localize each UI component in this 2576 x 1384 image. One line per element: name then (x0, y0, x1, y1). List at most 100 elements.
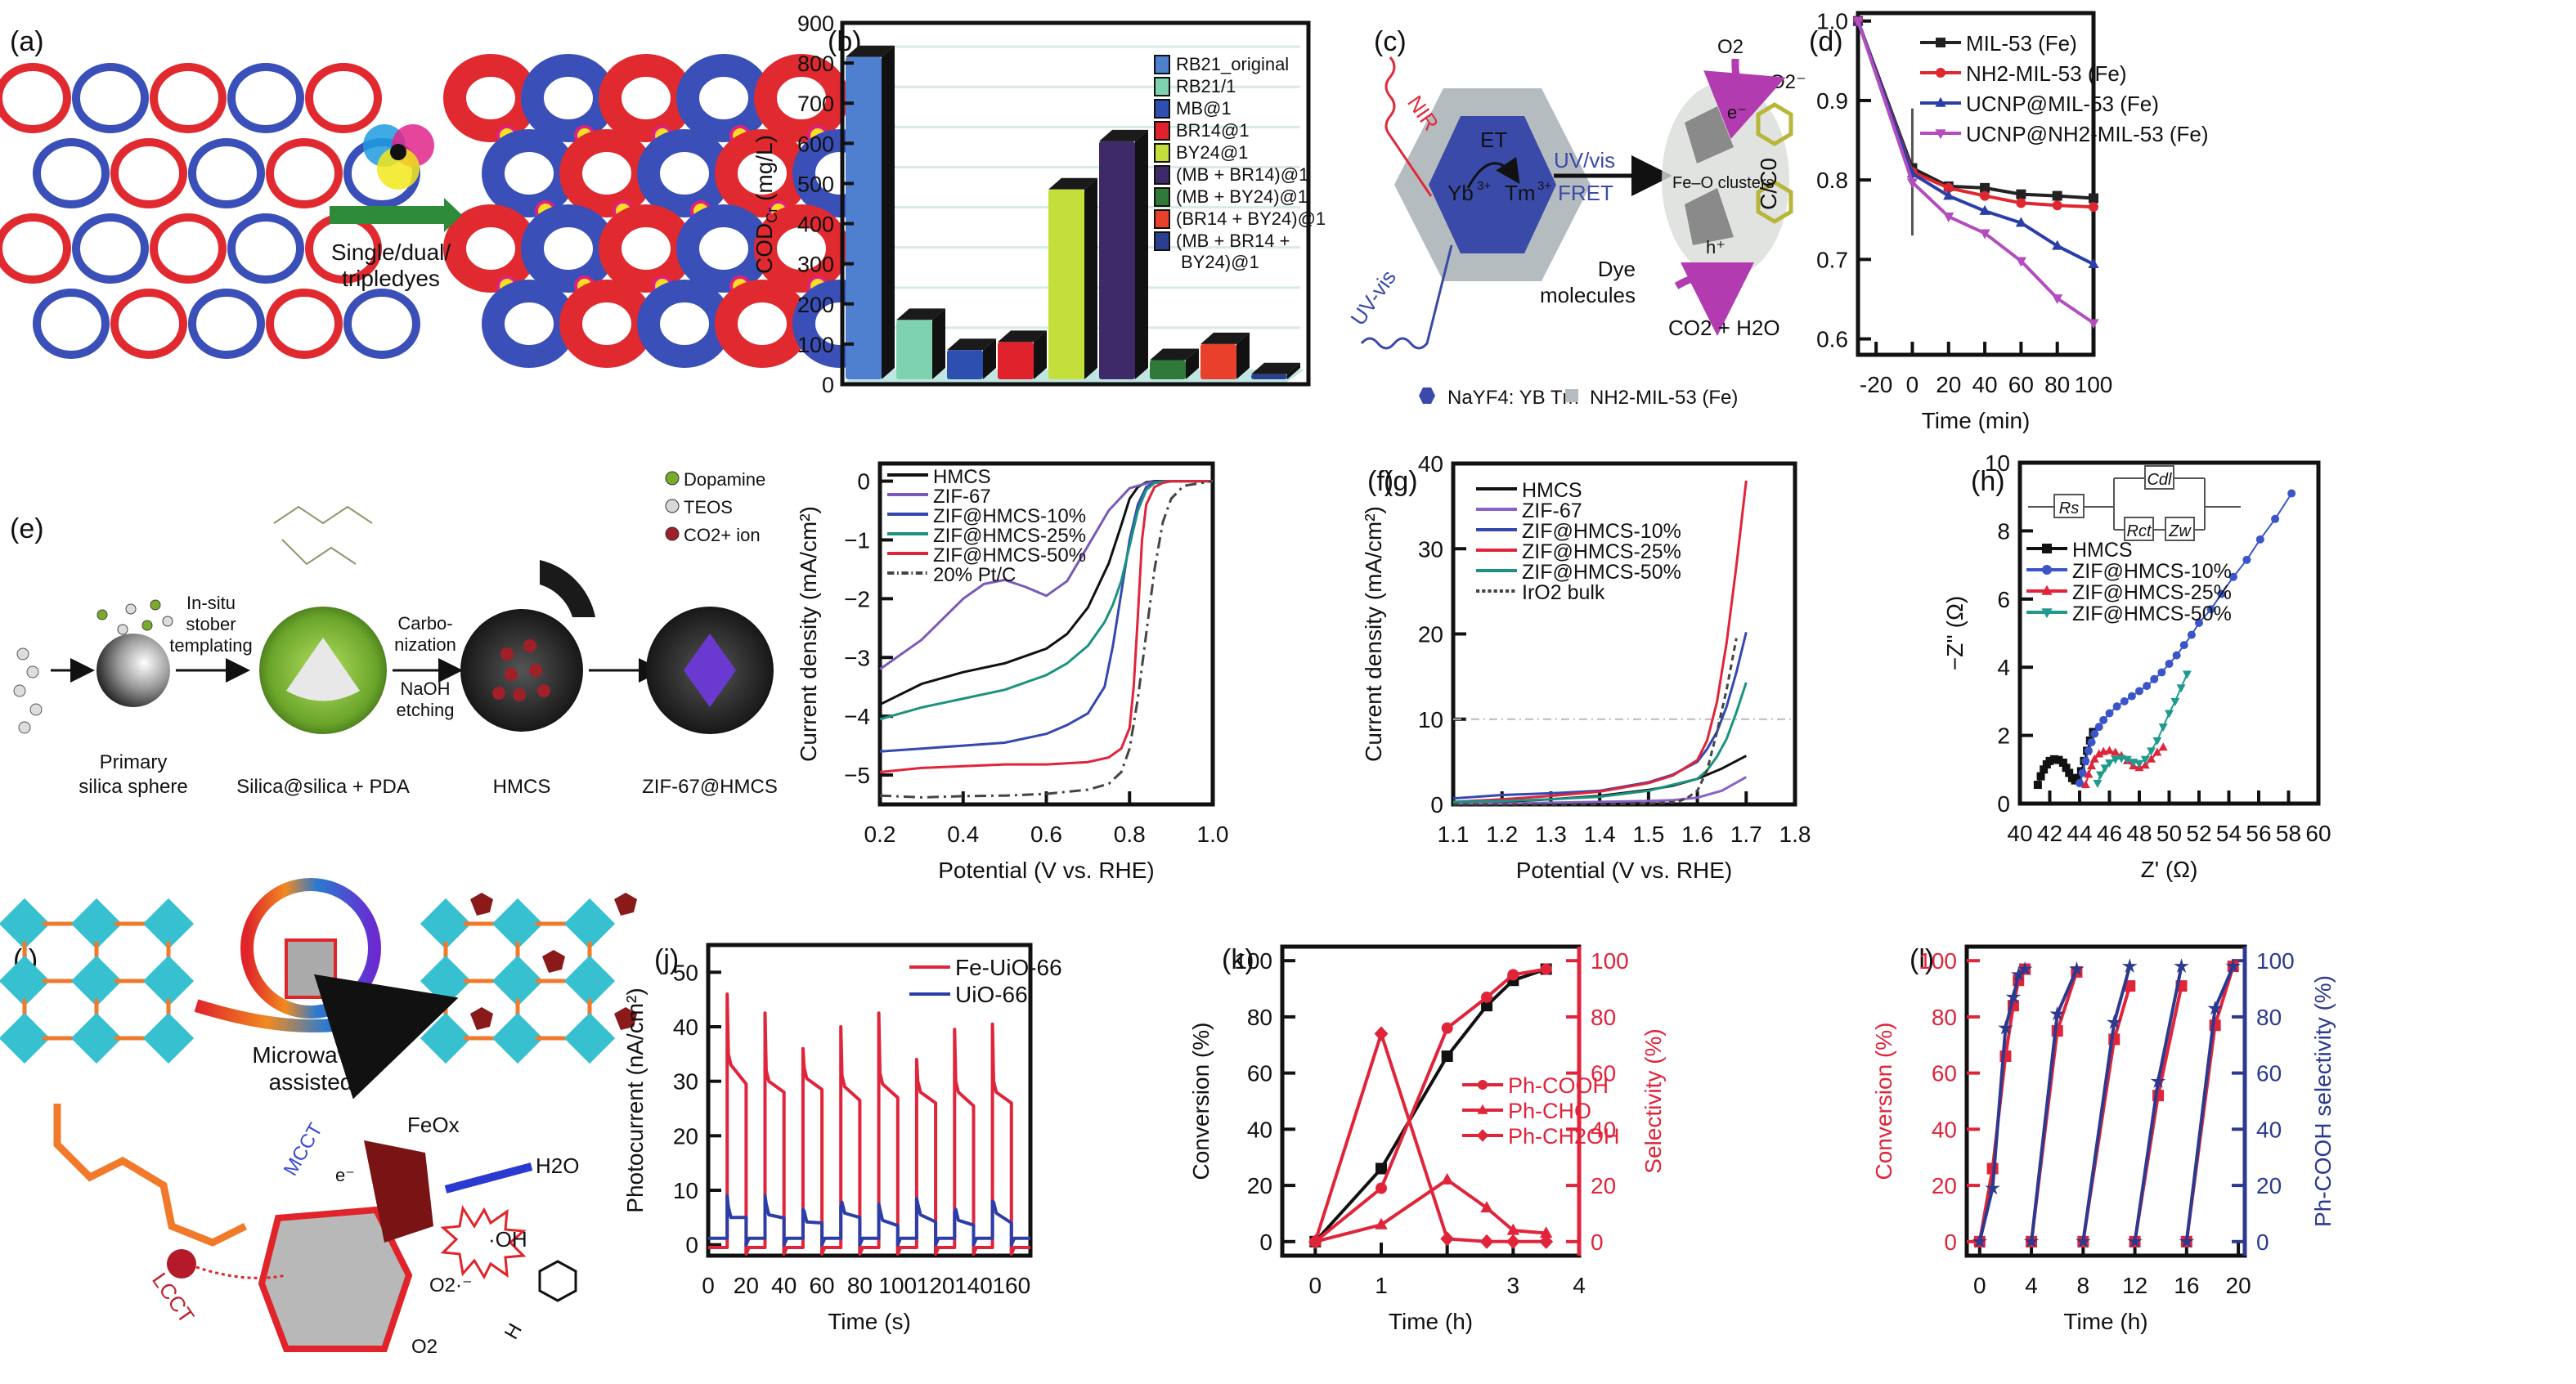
framework-ring-filled (521, 54, 616, 142)
legend-label: BY24@1 (1176, 142, 1248, 163)
selectivity-point (2023, 1234, 2040, 1248)
x-axis-label: Potential (V vs. RHE) (1516, 858, 1733, 883)
circuit-label: Rs (2059, 499, 2079, 517)
precursor-particle (117, 624, 128, 635)
bar-side (1034, 330, 1047, 379)
y-tick-label: −3 (844, 645, 870, 670)
legend-label: ZIF@HMCS-25% (2072, 581, 2232, 604)
mcct-label: MCCT (280, 1119, 327, 1180)
selectivity-point (2127, 1234, 2143, 1248)
x-tick-label: 1.2 (1486, 822, 1518, 847)
legend-marker (1935, 96, 1946, 107)
series-line-1 (879, 480, 1213, 670)
step-label: stober (186, 614, 236, 634)
x-tick-label: 58 (2276, 821, 2301, 846)
data-point (1374, 1026, 1389, 1041)
legend-label: NH2-MIL-53 (Fe) (1590, 387, 1738, 409)
data-point (2033, 781, 2042, 790)
legend-swatch (1154, 165, 1170, 185)
y-tick-label: 0.7 (1816, 247, 1848, 272)
microwave-label: assisted (269, 1069, 353, 1095)
cycle-0 (1972, 961, 2033, 1248)
data-point (1440, 1231, 1455, 1247)
data-point (2016, 189, 2026, 199)
legend-label: IrO2 bulk (1522, 581, 1605, 604)
framework-ring (72, 213, 149, 284)
framework-ring-filled (599, 204, 693, 293)
hydrogen-label: H (500, 1319, 527, 1343)
plot-frame (840, 20, 1311, 387)
y-axis-label: Photocurrent (nA/cm²) (622, 988, 648, 1212)
data-point (2255, 535, 2264, 544)
yb-label: Yb (1447, 181, 1474, 205)
data-point (1441, 1022, 1453, 1034)
plot-frame (1451, 461, 1797, 807)
y-tick-label: 100 (797, 333, 834, 357)
panel-a-mof-dye-illustration: Single/dual/tripledyes (0, 54, 887, 368)
zr-cluster (563, 898, 616, 950)
series-3 (1308, 1026, 1554, 1249)
panel-labels: (a)(b)(c)(d)(e)(f)(g)(h)(i)(j)(k)(l) (10, 26, 2005, 975)
framework-ring (72, 63, 149, 133)
x-tick-label: 40 (1972, 372, 1997, 397)
data-point (2096, 771, 2106, 780)
bar-top (947, 338, 996, 351)
y-tick-label: 50 (673, 960, 698, 985)
feox-label: FeOx (407, 1113, 460, 1137)
x-tick-label: 80 (847, 1273, 873, 1298)
zr-cluster (142, 898, 195, 950)
y-tick-label: 6 (1997, 587, 2010, 612)
framework-ring-filled (559, 280, 654, 368)
framework-ring-filled (482, 280, 577, 368)
framework-ring-filled (521, 204, 616, 293)
y-tick-label: 20 (1932, 1173, 1957, 1198)
panel-label: (d) (1809, 26, 1843, 57)
y-right-axis-label: Ph-COOH selectivity (%) (2310, 975, 2336, 1227)
x-tick-label: 1.5 (1632, 822, 1664, 847)
bar-front (998, 342, 1034, 379)
panel-label: (g) (1384, 466, 1418, 497)
x-tick-label: 8 (2077, 1273, 2090, 1298)
x-tick-label: 48 (2126, 821, 2152, 846)
x-tick-label: 46 (2097, 821, 2122, 846)
teos-particle (18, 721, 31, 734)
legend-label: RB21/1 (1176, 76, 1236, 96)
x-tick-label: 0.2 (864, 822, 896, 847)
stage-label: silica sphere (79, 776, 187, 798)
legend-label: UCNP@MIL-53 (Fe) (1966, 92, 2159, 116)
bar (1200, 332, 1250, 379)
data-point (1480, 1201, 1493, 1213)
data-point (1943, 213, 1954, 223)
selectivity-point (2010, 966, 2026, 982)
hole-label: h⁺ (1706, 237, 1726, 258)
series-line-5 (879, 480, 1214, 799)
hmcs-sphere (460, 609, 583, 732)
y-tick-label: 100 (1919, 948, 1957, 974)
bar-side (1287, 362, 1300, 379)
x-tick-label: 1.6 (1681, 822, 1713, 847)
y-tick-label: 10 (673, 1178, 698, 1203)
selectivity-point (1998, 1019, 2013, 1035)
framework-ring (266, 289, 343, 359)
y-tick-label: 300 (797, 253, 834, 277)
x-tick-label: 0 (1309, 1273, 1322, 1298)
legend-label: ZIF@HMCS-25% (1522, 540, 1681, 563)
silica-sphere (96, 634, 170, 707)
x-tick-label: 160 (992, 1273, 1030, 1298)
precursor-particle (96, 609, 108, 620)
data-point (2105, 709, 2114, 718)
cycle-3 (2127, 958, 2189, 1248)
series-line (2079, 492, 2293, 784)
legend-label: Ph-CHO (1508, 1099, 1591, 1123)
y-right-tick-label: 20 (2256, 1173, 2282, 1198)
lcct-path (195, 1265, 287, 1279)
x-tick-label: 1.4 (1584, 822, 1616, 847)
legend-marker (1936, 38, 1945, 47)
data-point (2065, 768, 2074, 777)
arrow-head (444, 198, 462, 232)
legend-swatch (1154, 209, 1170, 229)
data-point (1852, 16, 1864, 27)
panel-label: (f) (1367, 466, 1393, 497)
